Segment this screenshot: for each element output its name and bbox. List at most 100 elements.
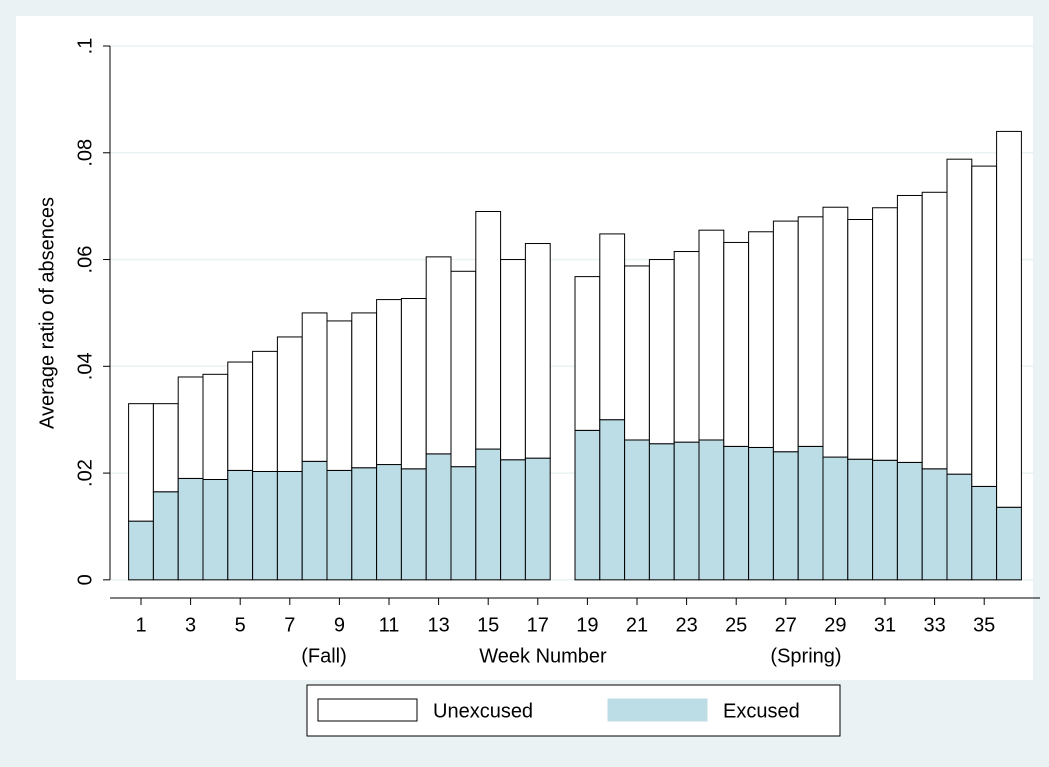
bar-segment: [276, 470, 303, 581]
y-tick-label: .02: [74, 459, 96, 487]
bar-segment: [400, 298, 427, 470]
bar-segment: [723, 241, 750, 447]
x-tick-label: 15: [477, 614, 499, 636]
x-tick-label: 27: [775, 614, 797, 636]
bar-segment: [425, 453, 452, 581]
x-tick-label: 1: [135, 614, 146, 636]
x-tick-label: 21: [626, 614, 648, 636]
bar-segment: [326, 469, 353, 581]
bar-segment: [624, 439, 650, 581]
bar-segment: [128, 403, 154, 522]
y-tick-label: .08: [74, 139, 96, 167]
x-tick-label: 17: [527, 614, 549, 636]
bar-segment: [227, 361, 254, 471]
bar-segment: [574, 276, 601, 431]
bar-segment: [748, 231, 774, 448]
bar-segment: [152, 403, 179, 493]
bar-segment: [227, 469, 254, 581]
bar-segment: [202, 478, 229, 581]
bar-segment: [797, 445, 824, 581]
bar-segment: [376, 299, 402, 466]
legend-label: Unexcused: [433, 700, 533, 722]
x-tick-label: 25: [725, 614, 747, 636]
bar-segment: [301, 312, 328, 462]
bar-segment: [351, 467, 378, 581]
x-tick-label: 29: [824, 614, 846, 636]
x-tick-label: 33: [923, 614, 945, 636]
bar-segment: [450, 466, 477, 581]
x-tick-label: 5: [235, 614, 246, 636]
bar-segment: [648, 443, 675, 581]
y-tick-label: 0: [74, 574, 96, 585]
bar-segment: [847, 458, 874, 581]
bar-segment: [252, 470, 278, 581]
bar-segment: [500, 459, 526, 581]
bar-segment: [624, 265, 650, 441]
bar-segment: [152, 491, 179, 581]
bar-segment: [921, 191, 948, 470]
bar-segment: [177, 376, 204, 479]
annotation: (Fall): [301, 645, 347, 667]
y-axis-label: Average ratio of absences: [36, 197, 58, 429]
bar-segment: [599, 233, 626, 421]
x-tick-label: 23: [675, 614, 697, 636]
x-tick-label: 13: [427, 614, 449, 636]
bar-segment: [574, 429, 601, 581]
y-tick-label: .04: [74, 352, 96, 380]
bar-segment: [946, 473, 973, 581]
bar-segment: [500, 259, 526, 461]
legend-label: Excused: [723, 700, 800, 722]
bar-segment: [599, 419, 626, 581]
bar-segment: [698, 439, 725, 581]
bar-segment: [450, 270, 477, 468]
x-axis-label: Week Number: [479, 645, 607, 667]
bar-segment: [128, 520, 154, 581]
bar-segment: [822, 206, 849, 458]
bar-segment: [872, 459, 898, 581]
bar-segment: [648, 259, 675, 445]
x-tick-label: 3: [185, 614, 196, 636]
bar-segment: [996, 506, 1022, 581]
bar-segment: [847, 219, 874, 460]
bar-segment: [673, 251, 700, 443]
y-tick-label: .1: [74, 38, 96, 55]
bar-segment: [723, 445, 750, 581]
bar-segment: [400, 468, 427, 581]
bar-segment: [376, 464, 402, 581]
bar-segment: [351, 312, 378, 469]
bar-segment: [524, 243, 551, 459]
bar-segment: [822, 456, 849, 581]
bar-segment: [896, 461, 923, 581]
legend-key: [607, 698, 708, 722]
bar-segment: [698, 229, 725, 441]
x-tick-label: 31: [874, 614, 896, 636]
annotation: (Spring): [770, 645, 841, 667]
bar-segment: [896, 194, 923, 463]
bar-segment: [326, 320, 353, 471]
bar-segment: [772, 220, 799, 453]
bar-segment: [524, 457, 551, 581]
legend-key: [317, 698, 418, 722]
bar-segment: [177, 477, 204, 581]
bar-segment: [971, 485, 998, 581]
x-tick-label: 19: [576, 614, 598, 636]
bar-segment: [673, 441, 700, 581]
bar-segment: [276, 336, 303, 472]
bar-segment: [921, 468, 948, 581]
bar-segment: [425, 256, 452, 455]
bar-segment: [772, 451, 799, 581]
bar-segment: [475, 210, 502, 450]
x-tick-label: 7: [284, 614, 295, 636]
bar-segment: [971, 165, 998, 487]
bar-segment: [946, 158, 973, 475]
bar-segment: [252, 350, 278, 472]
bar-segment: [748, 446, 774, 581]
x-tick-label: 35: [973, 614, 995, 636]
x-tick-label: 11: [379, 614, 400, 636]
bar-segment: [475, 448, 502, 581]
x-tick-label: 9: [334, 614, 345, 636]
bar-segment: [301, 460, 328, 581]
bar-segment: [872, 207, 898, 461]
bar-segment: [202, 373, 229, 480]
